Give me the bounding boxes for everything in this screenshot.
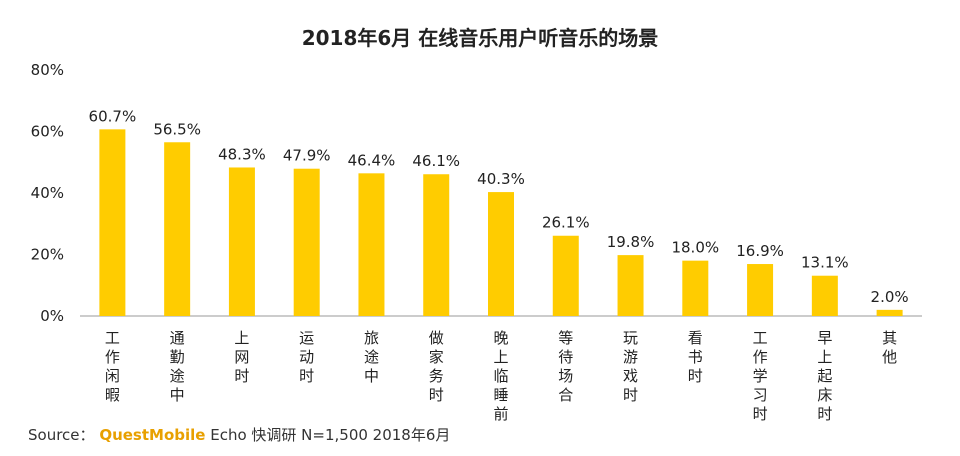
bar (423, 174, 450, 316)
bar (552, 235, 579, 316)
data-label: 46.4% (348, 151, 396, 169)
category-label: 上网时 (234, 329, 249, 385)
category-label: 通勤途中 (170, 329, 185, 404)
category-label: 晚上临睡前 (493, 329, 508, 423)
bars (99, 129, 903, 316)
bar (811, 275, 838, 316)
bar (617, 255, 644, 316)
data-label: 47.9% (283, 147, 331, 165)
y-tick-label: 80% (31, 61, 64, 79)
source-rest: Echo 快调研 N=1,500 2018年6月 (210, 426, 451, 444)
bar (99, 129, 126, 316)
y-tick-label: 60% (31, 123, 64, 141)
bar (228, 167, 255, 316)
category-labels: 工作闲暇 通勤途中 上网时 运动时 旅途中 做家务时 晚上临睡前 等待场合 玩游戏时 看书时 工作学… (105, 329, 897, 423)
data-label: 60.7% (89, 107, 137, 125)
category-label: 工作闲暇 (105, 329, 120, 404)
y-axis: 0% 20% 40% 60% 80% (31, 61, 64, 325)
chart-title: 2018年6月 在线音乐用户听音乐的场景 (302, 26, 659, 50)
category-label: 早上起床时 (817, 329, 832, 423)
bar (682, 260, 709, 316)
bar (164, 142, 191, 316)
data-labels: 60.7% 56.5% 48.3% 47.9% 46.4% 46.1% 40.3% 26.1%… (89, 107, 909, 306)
category-label: 旅途中 (364, 329, 379, 385)
source-note: Source： QuestMobile Echo 快调研 N=1,500 201… (28, 424, 450, 445)
y-tick-label: 20% (31, 246, 64, 264)
data-label: 13.1% (801, 254, 849, 272)
bar (876, 309, 903, 316)
data-label: 40.3% (477, 170, 525, 188)
data-label: 26.1% (542, 214, 590, 232)
category-label: 等待场合 (558, 329, 573, 404)
category-label: 运动时 (299, 329, 314, 385)
data-label: 2.0% (871, 288, 909, 306)
y-tick-label: 40% (31, 184, 64, 202)
bar (747, 264, 774, 316)
category-label: 其他 (882, 329, 897, 366)
data-label: 48.3% (218, 145, 266, 163)
source-prefix: Source： (28, 426, 95, 444)
data-label: 18.0% (671, 239, 719, 257)
data-label: 46.1% (412, 152, 460, 170)
category-label: 工作学习时 (753, 329, 768, 423)
y-tick-label: 0% (40, 307, 64, 325)
category-label: 做家务时 (429, 329, 444, 404)
data-label: 19.8% (607, 233, 655, 251)
bar (488, 192, 514, 316)
source-brand: QuestMobile (99, 426, 206, 444)
category-label: 玩游戏时 (623, 329, 638, 404)
data-label: 16.9% (736, 242, 784, 260)
bar (358, 173, 385, 316)
category-label: 看书时 (688, 329, 703, 385)
bar (293, 168, 320, 316)
data-label: 56.5% (153, 120, 201, 138)
